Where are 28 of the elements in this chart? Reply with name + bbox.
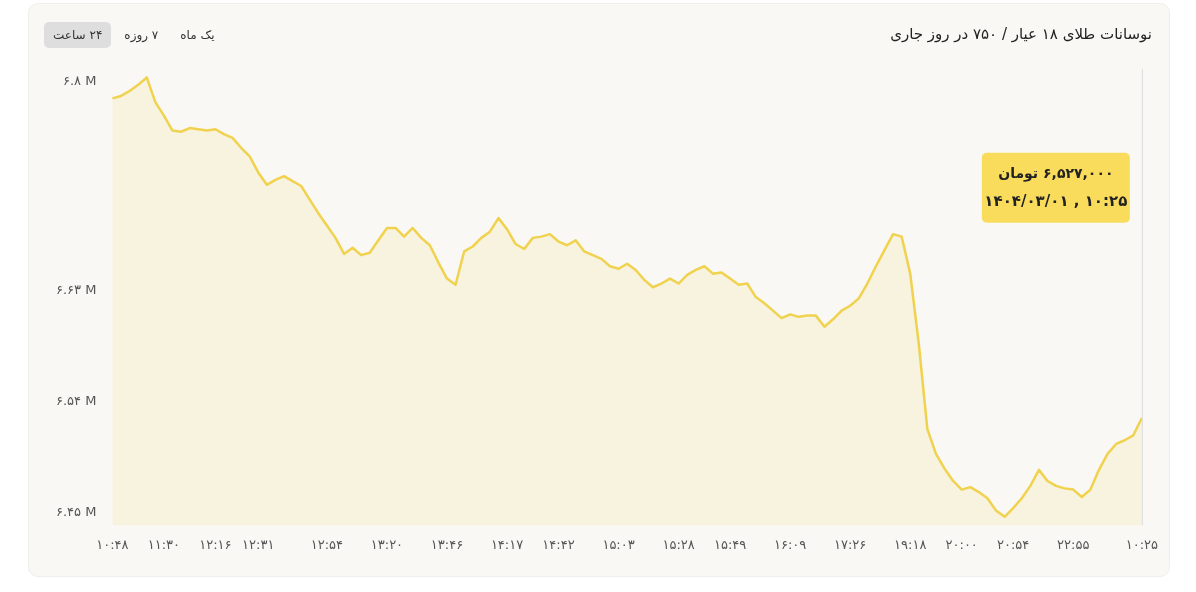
y-tick-label: ۶.۴۵ M [55,504,97,520]
x-tick-label: ۱۹:۱۸ [894,536,927,552]
text: ۷ روزه [123,27,160,45]
x-tick-label: ۲۰:۵۴ [997,536,1030,552]
x-tick-label: ۱۶:۰۹ [773,536,807,552]
x-tick-label: ۱۵:۲۸ [662,536,695,552]
x-tick-label: ۱۰:۲۵ [1125,536,1159,552]
annotation: ۶,۵۲۷,۰۰۰ تومان ۱۴۰۴/۰۳/۰۱ , ۱۰:۲۵ [984,165,1128,210]
x-tick-label: ۱۵:۰۳ [602,536,635,552]
x-tick-label: ۱۲:۳۱ [242,536,275,552]
x-tick-label: ۱۵:۴۹ [713,536,747,552]
x-tick-label: ۱۴:۱۷ [490,536,524,552]
x-tick-label: ۱۲:۱۶ [199,536,232,552]
x-tick-label: ۱۳:۲۰ [370,536,404,552]
x-tick-label: ۲۰:۰۰ [945,536,978,552]
chart-title: نوسانات طلای ۱۸ عیار / ۷۵۰ در روز جاری [890,25,1152,43]
x-tick-label: ۱۲:۵۴ [310,536,344,552]
x-tick-label: ۱۷:۲۶ [834,536,867,552]
x-tick-label: ۲۲:۵۵ [1057,536,1090,552]
y-tick-label: ۶.۸ M [62,72,97,88]
y-tick-label: ۶.۵۴ M [55,393,97,409]
text: ۲۴ ساعت [44,22,112,48]
x-tick-label: ۱۳:۴۶ [430,536,464,552]
x-tick-label: ۱۰:۴۸ [96,536,129,552]
x-tick-label: ۱۱:۳۰ [147,536,181,552]
y-tick-label: ۶.۶۳ M [55,282,97,298]
x-tick-label: ۱۴:۴۲ [542,536,575,552]
text: یک ماه [179,27,216,44]
